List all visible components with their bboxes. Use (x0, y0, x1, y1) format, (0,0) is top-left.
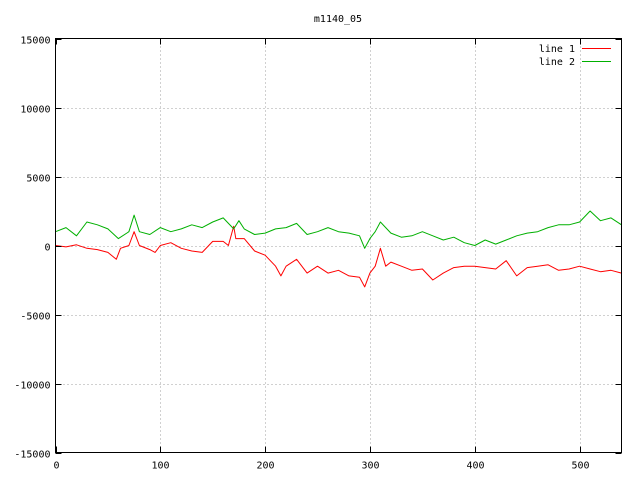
chart-title: m1140_05 (314, 14, 362, 25)
legend-label-1: line 1 (539, 44, 575, 55)
x-tick-label: 300 (361, 461, 379, 472)
x-tick-label: 100 (151, 461, 169, 472)
axis-ticks (55, 38, 622, 454)
y-tick-label: -5000 (20, 312, 50, 323)
x-tick-label: 0 (53, 461, 59, 472)
y-tick-label: 10000 (20, 105, 50, 116)
x-tick-label: 500 (571, 461, 589, 472)
legend-label-2: line 2 (539, 57, 575, 68)
series-layer (55, 210, 622, 288)
series-line-2 (55, 210, 622, 249)
y-tick-label: 0 (44, 243, 50, 254)
y-tick-label: -15000 (14, 450, 50, 461)
legend: line 1 line 2 (539, 44, 611, 68)
series-line-1 (55, 225, 622, 288)
x-tick-label: 200 (256, 461, 274, 472)
plot-frame (55, 38, 622, 453)
y-tick-label: -10000 (14, 381, 50, 392)
grid (55, 38, 622, 453)
tick-labels: -15000 -10000 -5000 0 5000 10000 15000 0 100 200 3… (14, 36, 589, 472)
y-tick-label: 15000 (20, 36, 50, 47)
x-tick-label: 400 (466, 461, 484, 472)
y-tick-label: 5000 (26, 174, 50, 185)
